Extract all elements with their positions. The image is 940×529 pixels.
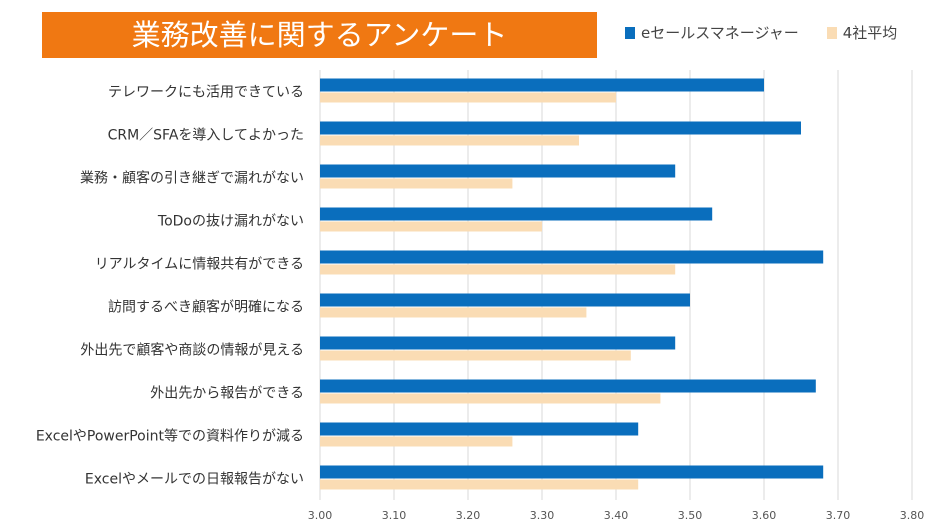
bar-esales <box>320 465 824 479</box>
x-tick-label: 3.20 <box>456 509 481 522</box>
bar-average <box>320 307 587 318</box>
bar-average <box>320 92 616 103</box>
legend: eセールスマネージャー 4社平均 <box>625 22 925 43</box>
bar-esales <box>320 121 801 135</box>
category-label: リアルタイムに情報共有ができる <box>95 257 304 273</box>
category-label: ToDoの抜け漏れがない <box>157 214 304 230</box>
category-label: CRM／SFAを導入してよかった <box>108 128 304 144</box>
bar-average <box>320 436 513 447</box>
bar-esales <box>320 293 690 307</box>
bar-average <box>320 221 542 232</box>
bar-esales <box>320 164 676 178</box>
bar-average <box>320 178 513 189</box>
bar-esales <box>320 422 639 436</box>
bar-average <box>320 135 579 146</box>
category-label: ExcelやPowerPoint等での資料作りが減る <box>36 428 304 445</box>
x-tick-label: 3.00 <box>308 509 333 522</box>
category-label: Excelやメールでの日報報告がない <box>85 472 304 488</box>
bar-average <box>320 479 639 490</box>
x-tick-label: 3.80 <box>900 509 925 522</box>
x-tick-label: 3.50 <box>678 509 703 522</box>
x-tick-label: 3.10 <box>382 509 407 522</box>
x-tick-label: 3.30 <box>530 509 555 522</box>
chart-title: 業務改善に関するアンケート <box>42 12 597 58</box>
bar-average <box>320 350 631 361</box>
x-tick-label: 3.40 <box>604 509 629 522</box>
bar-esales <box>320 336 676 350</box>
category-label: 業務・顧客の引き継ぎで漏れがない <box>80 170 304 187</box>
category-label: 外出先から報告ができる <box>150 386 304 402</box>
bar-average <box>320 393 661 404</box>
bar-esales <box>320 207 713 221</box>
category-label: 訪問するべき顧客が明確になる <box>108 299 304 316</box>
x-tick-label: 3.60 <box>752 509 777 522</box>
legend-label: eセールスマネージャー <box>641 24 799 42</box>
bar-average <box>320 264 676 275</box>
x-tick-label: 3.70 <box>826 509 851 522</box>
bar-esales <box>320 379 816 393</box>
legend-swatch <box>625 26 635 39</box>
legend-swatch <box>826 26 837 39</box>
legend-label: 4社平均 <box>842 24 898 42</box>
legend-item-esales: eセールスマネージャー <box>625 22 799 43</box>
legend-item-average: 4社平均 <box>826 22 898 43</box>
category-label: テレワークにも活用できている <box>108 85 304 101</box>
category-label: 外出先で顧客や商談の情報が見える <box>80 342 304 359</box>
bar-esales <box>320 250 824 264</box>
bar-esales <box>320 78 764 92</box>
